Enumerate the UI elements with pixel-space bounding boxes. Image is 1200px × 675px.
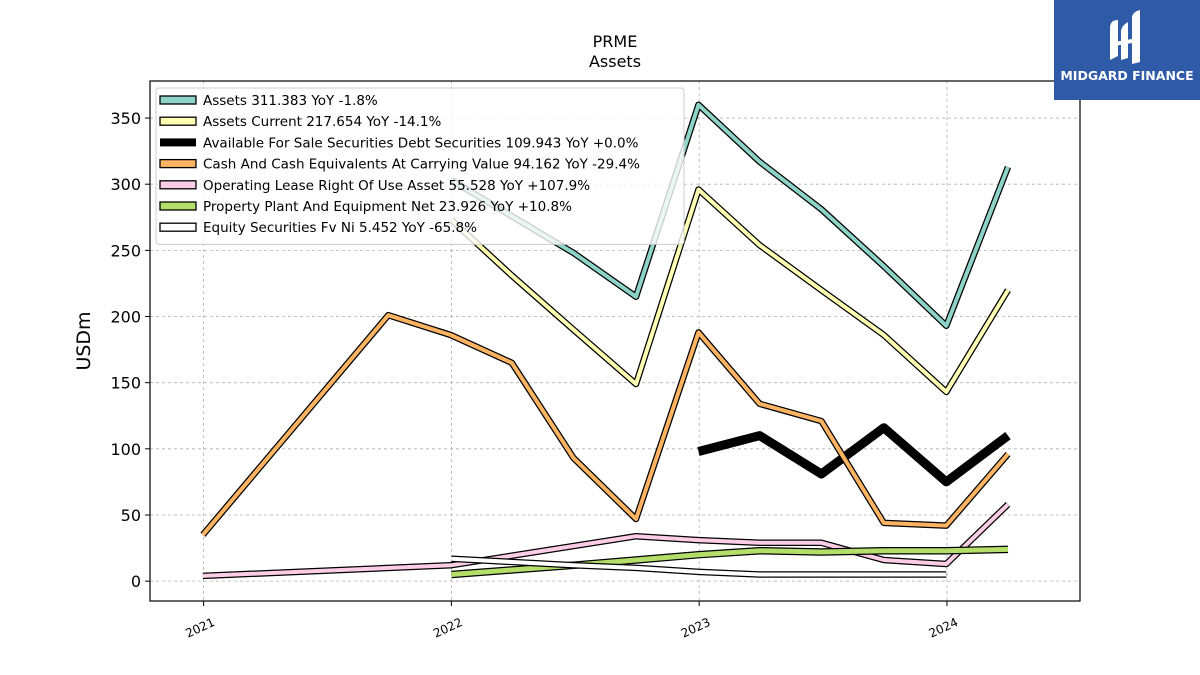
series-assets — [449, 101, 1012, 330]
series-layer — [200, 101, 1012, 580]
series-line — [697, 423, 1011, 487]
series-line — [201, 313, 1010, 537]
logo-icon — [1110, 10, 1140, 64]
legend-label: Property Plant And Equipment Net 23.926 … — [203, 199, 572, 215]
legend-entry: Assets Current 217.654 YoY -14.1% — [159, 114, 442, 130]
series-cash-and-cash-equivalents-at-carrying-value — [200, 311, 1011, 537]
legend-swatch — [159, 180, 197, 190]
legend-swatch — [159, 116, 197, 126]
y-tick-label: 50 — [121, 506, 141, 525]
y-axis: 0 50 100 150 200 250 300 350 — [110, 109, 150, 591]
x-tick-label: 2022 — [431, 615, 465, 641]
legend-swatch — [159, 95, 197, 105]
legend-swatch — [159, 222, 197, 232]
y-axis-label: USDm — [73, 311, 95, 370]
legend-swatch — [159, 158, 197, 169]
series-available-for-sale-securities-debt-securities — [697, 423, 1011, 487]
legend-entry: Assets 311.383 YoY -1.8% — [159, 93, 378, 109]
y-tick-label: 0 — [131, 572, 141, 591]
legend-swatch — [159, 201, 197, 211]
y-tick-label: 200 — [110, 308, 141, 327]
series-line — [451, 556, 947, 577]
series-line — [450, 102, 1010, 328]
plot-frame — [149, 80, 1081, 602]
series-assets-current — [449, 186, 1011, 396]
legend-label: Operating Lease Right Of Use Asset 55.52… — [203, 178, 590, 194]
legend-entry: Equity Securities Fv Ni 5.452 YoY -65.8% — [159, 220, 477, 236]
legend: Assets 311.383 YoY -1.8% Assets Current 2… — [155, 87, 685, 245]
legend-entry: Operating Lease Right Of Use Asset 55.52… — [159, 178, 590, 194]
x-axis: 2021 2022 2023 2024 — [183, 601, 960, 641]
y-tick-label: 250 — [110, 241, 141, 260]
series-line — [450, 187, 1010, 394]
y-tick-label: 350 — [110, 109, 141, 128]
legend-box — [155, 87, 685, 245]
brand-logo: MIDGARD FINANCE — [1054, 0, 1200, 100]
y-tick-label: 150 — [110, 374, 141, 393]
legend-label: Assets Current 217.654 YoY -14.1% — [203, 114, 442, 130]
legend-entry: Available For Sale Securities Debt Secur… — [160, 135, 639, 151]
legend-label: Equity Securities Fv Ni 5.452 YoY -65.8% — [203, 220, 477, 236]
legend-entry: Cash And Cash Equivalents At Carrying Va… — [159, 157, 640, 173]
legend-label: Available For Sale Securities Debt Secur… — [203, 135, 639, 151]
legend-label: Cash And Cash Equivalents At Carrying Va… — [203, 157, 640, 173]
chart-title: PRME — [593, 32, 638, 51]
x-tick-label: 2021 — [183, 615, 217, 641]
x-tick-label: 2024 — [927, 615, 961, 641]
legend-swatch — [160, 138, 196, 147]
y-tick-label: 100 — [110, 440, 141, 459]
legend-entry: Property Plant And Equipment Net 23.926 … — [159, 199, 572, 215]
series-line — [202, 502, 1010, 578]
y-tick-label: 300 — [110, 175, 141, 194]
logo-text: MIDGARD FINANCE — [1060, 68, 1194, 83]
series-equity-securities-fv-ni — [451, 555, 947, 578]
x-tick-label: 2023 — [679, 615, 713, 641]
chart-subtitle: Assets — [589, 52, 641, 71]
legend-label: Assets 311.383 YoY -1.8% — [203, 93, 378, 109]
series-operating-lease-right-of-use-asset — [202, 502, 1011, 580]
